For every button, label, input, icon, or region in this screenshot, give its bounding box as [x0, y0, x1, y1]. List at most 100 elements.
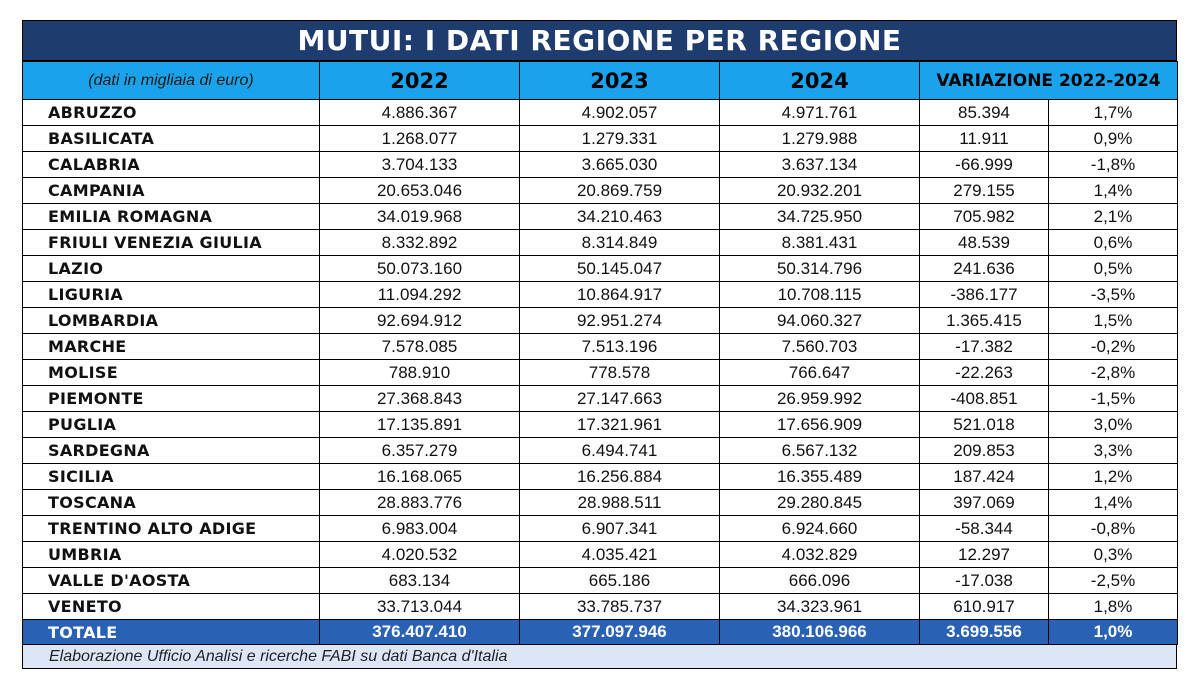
variation-pct-cell: 3,0% [1048, 411, 1178, 438]
value-2023-cell: 10.864.917 [519, 281, 720, 308]
table-row: MOLISE 788.910 778.578 766.647 -22.263 -2,8% [22, 359, 1178, 386]
value-2024-cell: 6.924.660 [719, 515, 920, 542]
value-2022-cell: 7.578.085 [319, 333, 520, 360]
value-2022-cell: 33.713.044 [319, 593, 520, 620]
value-2023-cell: 7.513.196 [519, 333, 720, 360]
variation-abs-cell: -386.177 [919, 281, 1049, 308]
region-cell: BASILICATA [22, 125, 320, 152]
variation-abs-cell: -66.999 [919, 151, 1049, 178]
variation-abs-cell: 521.018 [919, 411, 1049, 438]
col-header-2024: 2024 [719, 61, 920, 100]
value-2022-cell: 34.019.968 [319, 203, 520, 230]
table-title: MUTUI: I DATI REGIONE PER REGIONE [22, 20, 1177, 61]
value-2022-cell: 1.268.077 [319, 125, 520, 152]
region-cell: UMBRIA [22, 541, 320, 568]
col-header-variation: VARIAZIONE 2022-2024 [919, 61, 1178, 100]
table-row: LOMBARDIA 92.694.912 92.951.274 94.060.327 1… [22, 307, 1178, 334]
value-2023-cell: 6.907.341 [519, 515, 720, 542]
value-2024-cell: 7.560.703 [719, 333, 920, 360]
value-2022-cell: 6.983.004 [319, 515, 520, 542]
value-2022-cell: 11.094.292 [319, 281, 520, 308]
table-row: ABRUZZO 4.886.367 4.902.057 4.971.761 85.394… [22, 99, 1178, 126]
value-2022-cell: 50.073.160 [319, 255, 520, 282]
region-cell: FRIULI VENEZIA GIULIA [22, 229, 320, 256]
table-row: TOSCANA 28.883.776 28.988.511 29.280.845 397… [22, 489, 1178, 516]
table-row: UMBRIA 4.020.532 4.035.421 4.032.829 12.297 0… [22, 541, 1178, 568]
value-2022-cell: 92.694.912 [319, 307, 520, 334]
variation-pct-cell: 0,9% [1048, 125, 1178, 152]
value-2024-cell: 766.647 [719, 359, 920, 386]
unit-note: (dati in migliaia di euro) [22, 61, 320, 100]
region-cell: LIGURIA [22, 281, 320, 308]
region-cell: PIEMONTE [22, 385, 320, 412]
total-value-2022-cell: 376.407.410 [319, 619, 520, 645]
table-row: SICILIA 16.168.065 16.256.884 16.355.489 187… [22, 463, 1178, 490]
value-2023-cell: 4.902.057 [519, 99, 720, 126]
region-cell: EMILIA ROMAGNA [22, 203, 320, 230]
value-2022-cell: 16.168.065 [319, 463, 520, 490]
value-2022-cell: 27.368.843 [319, 385, 520, 412]
region-cell: LOMBARDIA [22, 307, 320, 334]
variation-pct-cell: 1,4% [1048, 489, 1178, 516]
variation-abs-cell: 397.069 [919, 489, 1049, 516]
value-2022-cell: 6.357.279 [319, 437, 520, 464]
variation-abs-cell: -17.382 [919, 333, 1049, 360]
value-2024-cell: 20.932.201 [719, 177, 920, 204]
variation-pct-cell: 1,8% [1048, 593, 1178, 620]
value-2023-cell: 17.321.961 [519, 411, 720, 438]
value-2024-cell: 4.032.829 [719, 541, 920, 568]
region-cell: MOLISE [22, 359, 320, 386]
value-2023-cell: 27.147.663 [519, 385, 720, 412]
variation-abs-cell: 1.365.415 [919, 307, 1049, 334]
table-row: LIGURIA 11.094.292 10.864.917 10.708.115 -38… [22, 281, 1178, 308]
value-2023-cell: 3.665.030 [519, 151, 720, 178]
value-2023-cell: 16.256.884 [519, 463, 720, 490]
table-row: PUGLIA 17.135.891 17.321.961 17.656.909 521.… [22, 411, 1178, 438]
table-row: CAMPANIA 20.653.046 20.869.759 20.932.201 27… [22, 177, 1178, 204]
variation-pct-cell: 2,1% [1048, 203, 1178, 230]
variation-abs-cell: -58.344 [919, 515, 1049, 542]
table-body: ABRUZZO 4.886.367 4.902.057 4.971.761 85.394… [22, 99, 1178, 645]
table-row: EMILIA ROMAGNA 34.019.968 34.210.463 34.725… [22, 203, 1178, 230]
variation-pct-cell: 1,5% [1048, 307, 1178, 334]
region-cell: CAMPANIA [22, 177, 320, 204]
variation-pct-cell: -0,2% [1048, 333, 1178, 360]
variation-abs-cell: -17.038 [919, 567, 1049, 594]
value-2023-cell: 4.035.421 [519, 541, 720, 568]
value-2024-cell: 50.314.796 [719, 255, 920, 282]
variation-abs-cell: 85.394 [919, 99, 1049, 126]
variation-abs-cell: 12.297 [919, 541, 1049, 568]
variation-pct-cell: 1,4% [1048, 177, 1178, 204]
table-row: PIEMONTE 27.368.843 27.147.663 26.959.992 -4… [22, 385, 1178, 412]
variation-abs-cell: 48.539 [919, 229, 1049, 256]
table-row: SARDEGNA 6.357.279 6.494.741 6.567.132 209.8… [22, 437, 1178, 464]
value-2024-cell: 1.279.988 [719, 125, 920, 152]
value-2022-cell: 4.886.367 [319, 99, 520, 126]
variation-pct-cell: -1,5% [1048, 385, 1178, 412]
col-header-2023: 2023 [519, 61, 720, 100]
variation-pct-cell: 1,7% [1048, 99, 1178, 126]
value-2024-cell: 17.656.909 [719, 411, 920, 438]
value-2024-cell: 34.725.950 [719, 203, 920, 230]
value-2023-cell: 665.186 [519, 567, 720, 594]
table-container: MUTUI: I DATI REGIONE PER REGIONE (dati … [22, 20, 1178, 669]
value-2022-cell: 28.883.776 [319, 489, 520, 516]
region-cell: VALLE D'AOSTA [22, 567, 320, 594]
value-2023-cell: 1.279.331 [519, 125, 720, 152]
region-cell: CALABRIA [22, 151, 320, 178]
value-2024-cell: 94.060.327 [719, 307, 920, 334]
total-variation-abs-cell: 3.699.556 [919, 619, 1049, 645]
region-cell: VENETO [22, 593, 320, 620]
variation-abs-cell: 209.853 [919, 437, 1049, 464]
table-row: BASILICATA 1.268.077 1.279.331 1.279.988 11.… [22, 125, 1178, 152]
table-row: TRENTINO ALTO ADIGE 6.983.004 6.907.341 6.9… [22, 515, 1178, 542]
value-2022-cell: 17.135.891 [319, 411, 520, 438]
value-2024-cell: 666.096 [719, 567, 920, 594]
region-cell: TRENTINO ALTO ADIGE [22, 515, 320, 542]
value-2023-cell: 50.145.047 [519, 255, 720, 282]
variation-pct-cell: -2,8% [1048, 359, 1178, 386]
value-2022-cell: 8.332.892 [319, 229, 520, 256]
value-2024-cell: 10.708.115 [719, 281, 920, 308]
value-2023-cell: 8.314.849 [519, 229, 720, 256]
variation-pct-cell: -0,8% [1048, 515, 1178, 542]
